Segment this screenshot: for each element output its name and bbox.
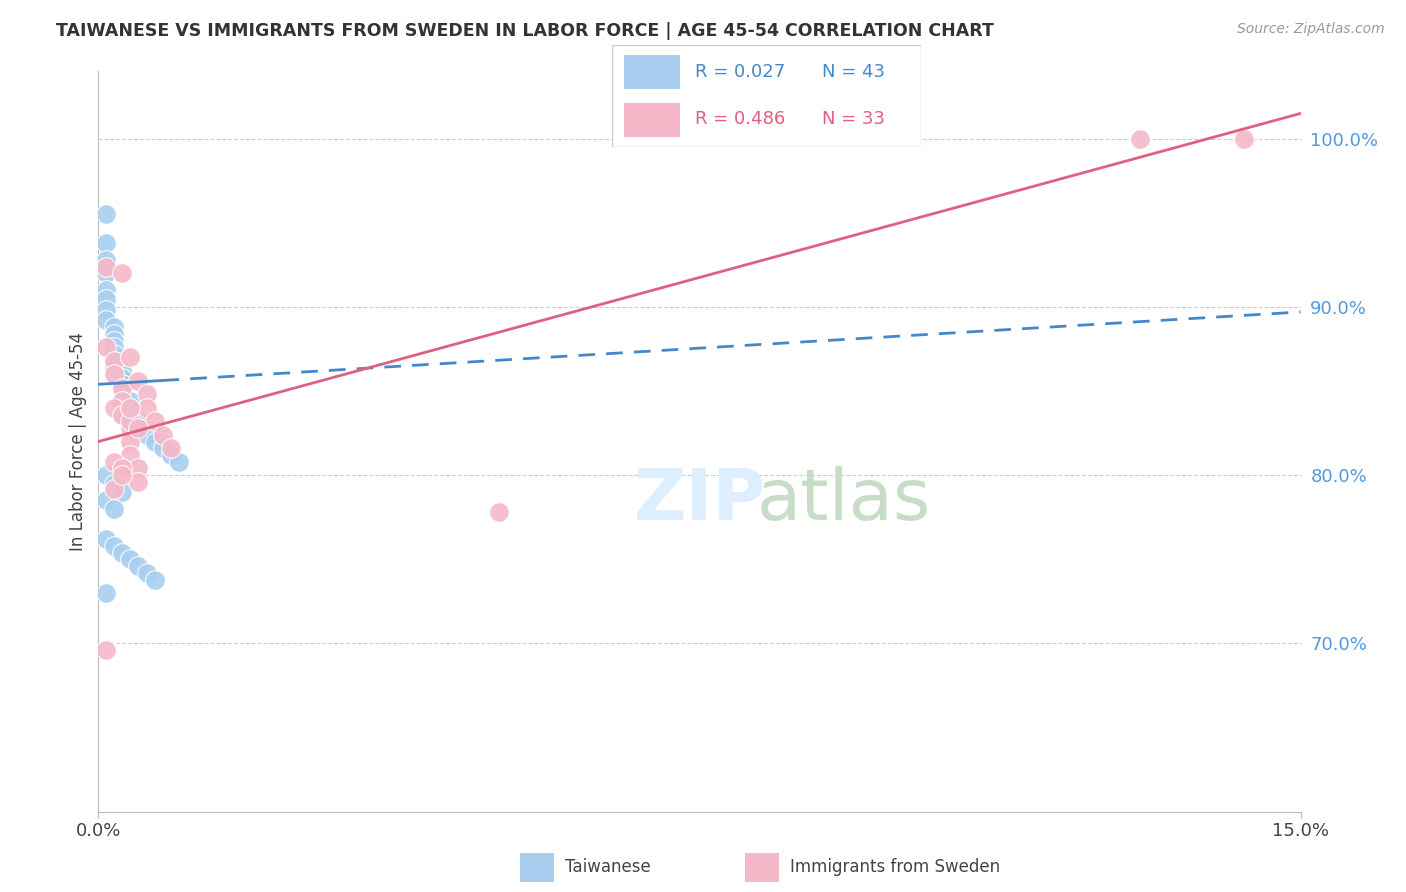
- Point: [120, 552, 142, 566]
- Point: [111, 485, 134, 500]
- Point: [152, 427, 174, 442]
- Point: [103, 347, 125, 361]
- Point: [96, 340, 118, 354]
- Point: [96, 235, 118, 250]
- Point: [111, 468, 134, 483]
- Point: [111, 394, 134, 409]
- Point: [103, 539, 125, 553]
- Point: [135, 387, 157, 401]
- Point: [120, 448, 142, 462]
- Point: [120, 351, 142, 365]
- Point: [96, 283, 118, 297]
- Point: [120, 408, 142, 422]
- Text: R = 0.027: R = 0.027: [695, 62, 786, 81]
- Point: [167, 455, 190, 469]
- Y-axis label: In Labor Force | Age 45-54: In Labor Force | Age 45-54: [69, 332, 87, 551]
- Point: [111, 266, 134, 280]
- Point: [111, 381, 134, 395]
- Text: Taiwanese: Taiwanese: [565, 858, 651, 877]
- Text: Immigrants from Sweden: Immigrants from Sweden: [790, 858, 1000, 877]
- Text: TAIWANESE VS IMMIGRANTS FROM SWEDEN IN LABOR FORCE | AGE 45-54 CORRELATION CHART: TAIWANESE VS IMMIGRANTS FROM SWEDEN IN L…: [56, 22, 994, 40]
- Point: [103, 320, 125, 334]
- Point: [96, 586, 118, 600]
- Point: [159, 442, 181, 456]
- Point: [135, 401, 157, 415]
- Point: [135, 427, 157, 442]
- Point: [120, 394, 142, 409]
- Point: [488, 505, 510, 519]
- Point: [96, 303, 118, 318]
- Point: [96, 468, 118, 483]
- Text: R = 0.486: R = 0.486: [695, 111, 786, 128]
- Point: [120, 401, 142, 415]
- Text: atlas: atlas: [756, 467, 931, 535]
- Point: [135, 566, 157, 580]
- FancyBboxPatch shape: [745, 854, 779, 881]
- Point: [103, 340, 125, 354]
- Point: [111, 370, 134, 384]
- Point: [96, 313, 118, 327]
- Point: [103, 360, 125, 375]
- Point: [152, 442, 174, 456]
- Point: [96, 532, 118, 546]
- Point: [120, 434, 142, 449]
- Text: Source: ZipAtlas.com: Source: ZipAtlas.com: [1237, 22, 1385, 37]
- Point: [103, 482, 125, 496]
- Point: [96, 643, 118, 657]
- FancyBboxPatch shape: [624, 55, 679, 88]
- Point: [111, 408, 134, 422]
- Point: [128, 414, 150, 428]
- Point: [1129, 131, 1152, 145]
- Point: [111, 546, 134, 560]
- FancyBboxPatch shape: [520, 854, 554, 881]
- Point: [128, 421, 150, 435]
- Text: N = 33: N = 33: [823, 111, 884, 128]
- Point: [143, 414, 166, 428]
- Point: [111, 364, 134, 378]
- Point: [120, 414, 142, 428]
- Point: [143, 573, 166, 587]
- Point: [111, 384, 134, 398]
- Point: [103, 334, 125, 348]
- Point: [103, 353, 125, 368]
- Point: [120, 401, 142, 415]
- Point: [103, 326, 125, 341]
- Point: [103, 368, 125, 382]
- FancyBboxPatch shape: [612, 45, 921, 147]
- FancyBboxPatch shape: [624, 103, 679, 137]
- Point: [103, 401, 125, 415]
- Point: [96, 292, 118, 306]
- Text: N = 43: N = 43: [823, 62, 884, 81]
- Point: [111, 461, 134, 475]
- Point: [159, 448, 181, 462]
- Point: [96, 266, 118, 280]
- Point: [111, 408, 134, 422]
- Point: [103, 353, 125, 368]
- Point: [103, 476, 125, 491]
- Point: [96, 493, 118, 508]
- Text: ZIP: ZIP: [633, 467, 766, 535]
- Point: [103, 501, 125, 516]
- Point: [128, 475, 150, 489]
- Point: [96, 260, 118, 274]
- Point: [128, 461, 150, 475]
- Point: [128, 374, 150, 388]
- Point: [143, 434, 166, 449]
- Point: [96, 252, 118, 267]
- Point: [111, 391, 134, 405]
- Point: [111, 377, 134, 392]
- Point: [128, 559, 150, 574]
- Point: [120, 421, 142, 435]
- Point: [96, 207, 118, 221]
- Point: [128, 421, 150, 435]
- Point: [103, 455, 125, 469]
- Point: [1233, 131, 1256, 145]
